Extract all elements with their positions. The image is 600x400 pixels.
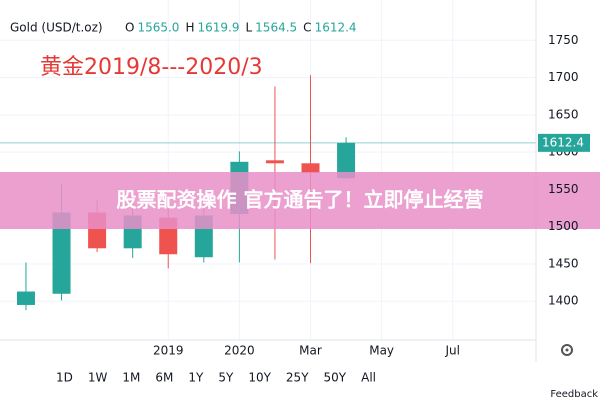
x-tick-label: May <box>369 344 394 358</box>
settings-icon[interactable] <box>561 344 573 356</box>
y-tick-label: 1500 <box>548 219 579 233</box>
y-tick-label: 1550 <box>548 182 579 196</box>
last-price-label: 1612.4 <box>542 135 584 149</box>
y-tick-label: 1400 <box>548 294 579 308</box>
range-button[interactable]: All <box>361 371 376 385</box>
y-tick-label: 1650 <box>548 107 579 121</box>
range-button[interactable]: 5Y <box>218 371 234 385</box>
candle-body <box>265 160 284 164</box>
x-tick-label: Mar <box>299 344 322 358</box>
banner-bg <box>0 172 600 229</box>
ohlc-value: 1565.0 <box>137 21 179 35</box>
candle-body <box>52 212 71 294</box>
y-tick-label: 1750 <box>548 33 579 47</box>
ohlc-key: O <box>125 21 134 35</box>
x-tick-label: 2019 <box>153 344 184 358</box>
range-button[interactable]: 1M <box>122 371 140 385</box>
candle-body <box>337 142 356 179</box>
range-button[interactable]: 10Y <box>248 371 271 385</box>
ohlc-key: C <box>303 21 311 35</box>
ohlc-key: L <box>245 21 252 35</box>
feedback-link[interactable]: Feedback <box>550 389 598 400</box>
y-tick-label: 1700 <box>548 70 579 84</box>
ohlc-value: 1564.5 <box>255 21 297 35</box>
range-button[interactable]: 25Y <box>286 371 309 385</box>
range-button[interactable]: 1W <box>88 371 108 385</box>
range-button[interactable]: 1D <box>56 371 73 385</box>
ohlc-value: 1619.9 <box>197 21 239 35</box>
chart-title: 黄金2019/8---2020/3 <box>40 55 263 80</box>
x-tick-label: 2020 <box>224 344 255 358</box>
range-button[interactable]: 50Y <box>324 371 347 385</box>
x-tick-label: Jul <box>445 344 460 358</box>
candle-body <box>16 291 35 305</box>
range-button[interactable]: 6M <box>155 371 173 385</box>
range-button[interactable]: 1Y <box>188 371 204 385</box>
ohlc-value: 1612.4 <box>315 21 357 35</box>
banner-text: 股票配资操作 官方通告了！立即停止经营 <box>117 188 484 212</box>
y-tick-label: 1450 <box>548 256 579 270</box>
instrument: Gold (USD/t.oz) <box>10 21 103 35</box>
candle-body <box>301 163 320 173</box>
last-price-box <box>538 133 590 152</box>
ohlc-key: H <box>185 21 194 35</box>
